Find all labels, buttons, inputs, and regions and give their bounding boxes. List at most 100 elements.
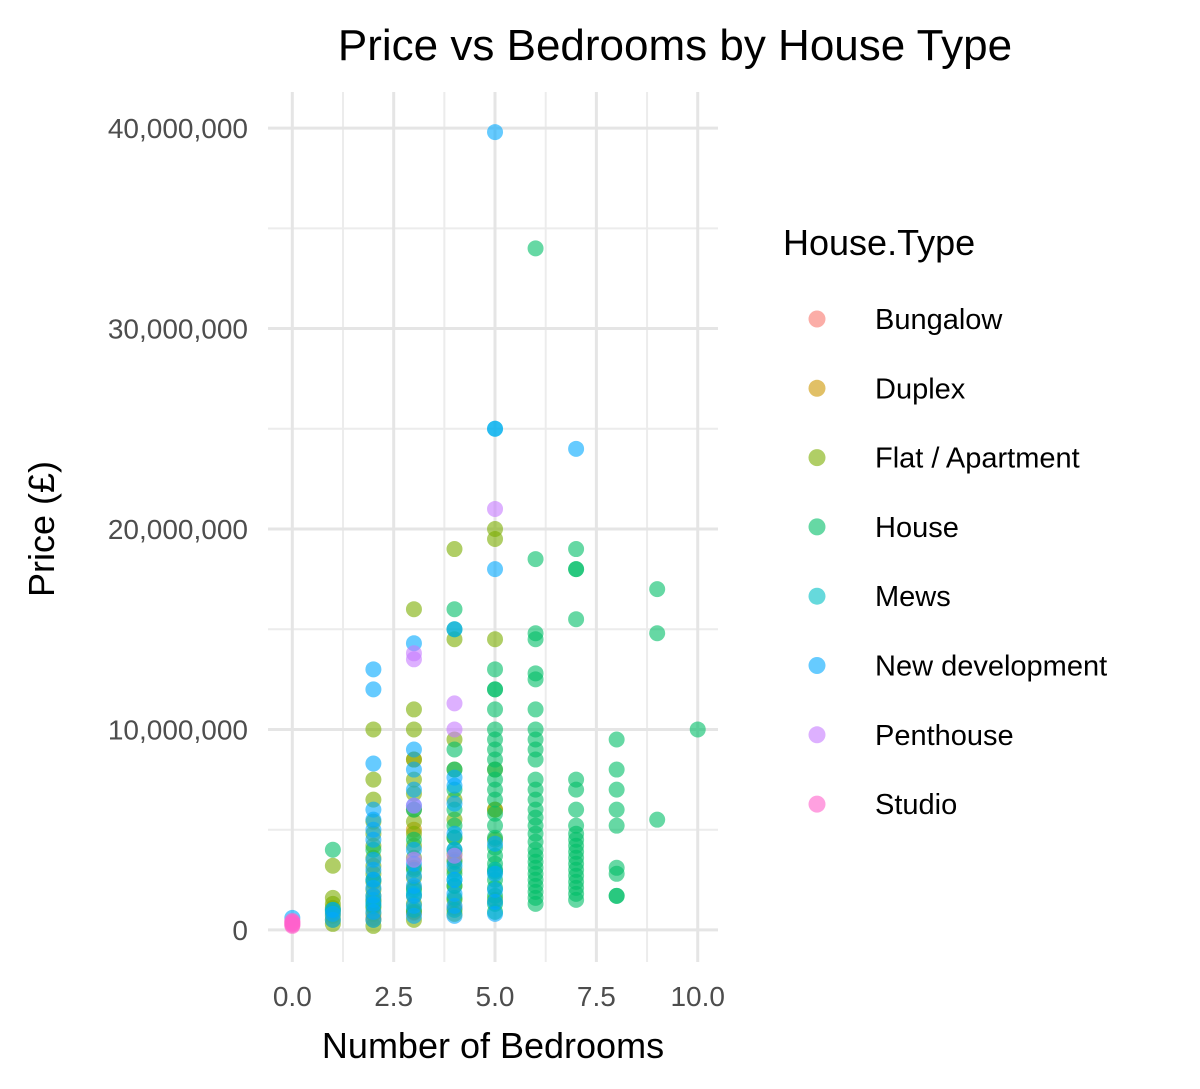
y-tick-label: 0 — [232, 915, 248, 946]
data-point-new-development — [446, 897, 463, 914]
data-point-new-development — [487, 561, 504, 578]
data-point-flat-apartment — [487, 631, 504, 648]
data-point-house — [527, 551, 544, 568]
y-axis-title: Price (£) — [21, 461, 62, 597]
data-point-house — [608, 731, 625, 748]
data-point-new-development — [405, 781, 422, 798]
data-point-house — [527, 665, 544, 682]
data-point-house — [608, 817, 625, 834]
data-point-house — [527, 625, 544, 642]
data-point-flat-apartment — [405, 813, 422, 830]
data-point-flat-apartment — [324, 857, 341, 874]
x-axis-title: Number of Bedrooms — [322, 1025, 664, 1066]
data-point-flat-apartment — [365, 721, 382, 738]
data-point-penthouse — [405, 851, 422, 868]
data-point-house — [487, 721, 504, 738]
data-point-house — [487, 805, 504, 822]
data-point-flat-apartment — [405, 601, 422, 618]
data-point-new-development — [487, 905, 504, 922]
data-point-house — [568, 611, 585, 628]
data-point-new-development — [365, 851, 382, 868]
x-tick-label: 5.0 — [476, 981, 515, 1012]
data-point-new-development — [446, 795, 463, 812]
data-point-flat-apartment — [405, 721, 422, 738]
data-point-house — [649, 811, 666, 828]
legend-label: Bungalow — [875, 304, 1003, 336]
y-tick-label: 40,000,000 — [108, 113, 248, 144]
data-point-new-development — [446, 825, 463, 842]
legend-key — [808, 379, 826, 397]
data-point-house — [608, 859, 625, 876]
y-tick-label: 10,000,000 — [108, 714, 248, 745]
data-point-house — [487, 661, 504, 678]
data-point-house — [608, 887, 625, 904]
x-tick-label: 7.5 — [577, 981, 616, 1012]
data-point-flat-apartment — [324, 889, 341, 906]
legend-key — [808, 449, 826, 467]
data-point-penthouse — [446, 847, 463, 864]
data-point-new-development — [568, 440, 585, 457]
chart-title: Price vs Bedrooms by House Type — [338, 21, 1012, 70]
legend-label: Studio — [875, 789, 957, 821]
y-tick-label: 30,000,000 — [108, 314, 248, 345]
data-point-new-development — [487, 835, 504, 852]
legend-key — [808, 726, 826, 744]
x-tick-label: 10.0 — [670, 981, 725, 1012]
data-point-flat-apartment — [365, 771, 382, 788]
legend-title: House.Type — [783, 222, 975, 263]
data-point-new-development — [487, 881, 504, 898]
legend-label: Duplex — [875, 373, 966, 405]
legend-label: Penthouse — [875, 720, 1014, 752]
data-point-house — [324, 841, 341, 858]
legend-key — [808, 657, 826, 674]
data-point-new-development — [487, 420, 504, 437]
data-point-new-development — [365, 755, 382, 772]
legend-label: New development — [875, 651, 1107, 683]
data-point-house — [649, 625, 666, 642]
data-point-house — [689, 721, 706, 738]
data-point-house — [608, 761, 625, 778]
data-point-house — [608, 781, 625, 798]
data-points — [284, 124, 706, 934]
data-point-new-development — [487, 865, 504, 882]
data-point-new-development — [324, 901, 341, 918]
data-point-flat-apartment — [446, 541, 463, 558]
data-point-penthouse — [446, 721, 463, 738]
data-point-house — [568, 541, 585, 558]
data-point-studio — [284, 912, 301, 929]
data-point-flat-apartment — [487, 521, 504, 538]
data-point-new-development — [487, 893, 504, 910]
data-point-new-development — [487, 124, 504, 141]
data-point-new-development — [446, 885, 463, 902]
legend-key — [808, 587, 826, 605]
data-point-house — [568, 817, 585, 834]
data-point-house — [446, 741, 463, 758]
legend-label: Mews — [875, 581, 951, 613]
data-point-house — [527, 771, 544, 788]
data-point-flat-apartment — [405, 701, 422, 718]
data-point-house — [649, 581, 666, 598]
data-point-house — [568, 771, 585, 788]
y-tick-label: 20,000,000 — [108, 514, 248, 545]
data-point-penthouse — [405, 797, 422, 814]
data-point-new-development — [405, 741, 422, 758]
data-point-new-development — [365, 661, 382, 678]
data-point-house — [487, 701, 504, 718]
x-axis-ticks: 0.0 2.5 5.0 7.5 10.0 — [273, 981, 725, 1012]
legend: Bungalow Duplex Flat / Apartment House Mews N… — [808, 304, 1107, 821]
legend-key — [808, 310, 826, 328]
data-point-new-development — [365, 681, 382, 698]
data-point-new-development — [446, 769, 463, 786]
data-point-penthouse — [405, 645, 422, 662]
data-point-new-development — [405, 867, 422, 884]
data-point-house — [527, 701, 544, 718]
legend-key — [808, 795, 826, 813]
data-point-house — [608, 801, 625, 818]
data-point-house — [568, 801, 585, 818]
data-point-house — [527, 240, 544, 257]
data-point-new-development — [365, 801, 382, 818]
x-tick-label: 2.5 — [374, 981, 413, 1012]
data-point-house — [487, 817, 504, 834]
legend-label: House — [875, 512, 959, 544]
